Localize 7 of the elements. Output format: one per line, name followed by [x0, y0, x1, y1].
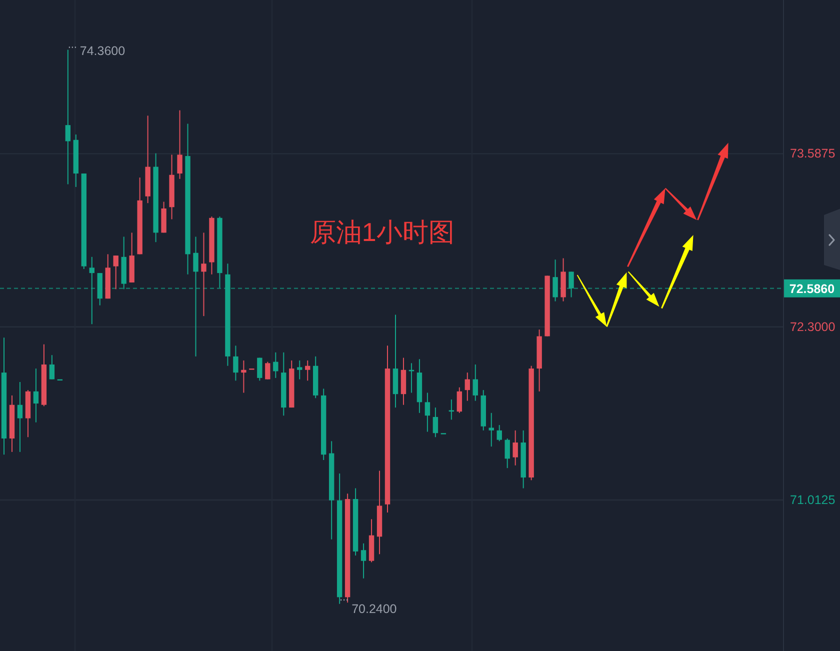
- text: 原油1小时图: [310, 216, 454, 247]
- annotation: 70.2400: [352, 602, 397, 616]
- annotation: 74.3600: [80, 44, 126, 58]
- y-tick-label: 72.3000: [790, 320, 836, 334]
- y-tick-label: 73.5875: [790, 146, 836, 161]
- y-tick-label: 71.0125: [790, 493, 836, 508]
- ref-line-label: 72.5860: [789, 282, 835, 296]
